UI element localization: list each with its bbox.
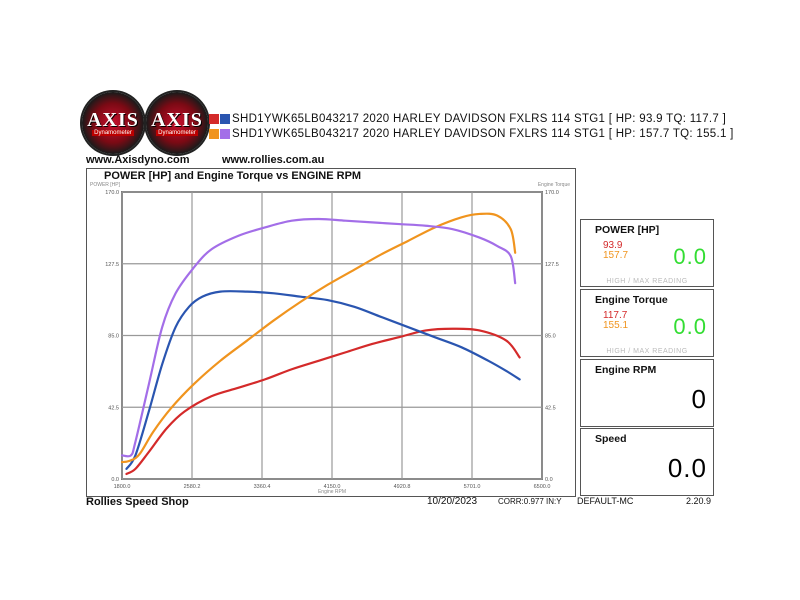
legend-swatch-power bbox=[209, 128, 219, 139]
rpm-panel: Engine RPM 0 bbox=[580, 359, 714, 427]
svg-text:42.5: 42.5 bbox=[108, 405, 119, 411]
software-version: 2.20.9 bbox=[686, 496, 712, 506]
svg-text:170.0: 170.0 bbox=[105, 190, 119, 196]
legend-swatch-power bbox=[209, 113, 219, 124]
run-legend: SHD1YWK65LB043217 2020 HARLEY DAVIDSON F… bbox=[209, 111, 734, 141]
svg-text:5701.0: 5701.0 bbox=[464, 484, 481, 490]
axis-logo: AXIS Dynamometer bbox=[82, 92, 144, 154]
svg-text:6500.0: 6500.0 bbox=[534, 484, 551, 490]
legend-label: SHD1YWK65LB043217 2020 HARLEY DAVIDSON F… bbox=[232, 112, 727, 125]
legend-swatch-torque bbox=[220, 113, 230, 124]
svg-text:127.5: 127.5 bbox=[545, 262, 559, 268]
svg-text:170.0: 170.0 bbox=[545, 190, 559, 196]
legend-swatch-torque bbox=[220, 128, 230, 139]
panel-title: Engine RPM bbox=[595, 364, 657, 376]
axis-logo: AXIS Dynamometer bbox=[146, 92, 208, 154]
run2-max-value: 157.7 bbox=[603, 250, 629, 261]
legend-row-run1: SHD1YWK65LB043217 2020 HARLEY DAVIDSON F… bbox=[209, 111, 734, 126]
legend-label: SHD1YWK65LB043217 2020 HARLEY DAVIDSON F… bbox=[232, 127, 734, 140]
svg-text:2580.2: 2580.2 bbox=[184, 484, 201, 490]
svg-text:4150.0: 4150.0 bbox=[324, 484, 341, 490]
correction-factor: CORR:0.977 IN:Y bbox=[498, 497, 562, 506]
logo-text: AXIS bbox=[151, 108, 203, 131]
current-value: 0.0 bbox=[673, 244, 707, 269]
current-value: 0.0 bbox=[673, 314, 707, 339]
legend-row-run2: SHD1YWK65LB043217 2020 HARLEY DAVIDSON F… bbox=[209, 126, 734, 141]
left-axis-label: POWER [HP] bbox=[90, 182, 121, 188]
logo-subtext: Dynamometer bbox=[156, 129, 198, 136]
rollies-url: www.rollies.com.au bbox=[222, 154, 325, 166]
axisdyno-url: www.Axisdyno.com bbox=[86, 154, 190, 166]
svg-text:3360.4: 3360.4 bbox=[254, 484, 271, 490]
chart-ticks: 1800.0 2580.2 3360.4 4150.0 4920.8 5701.0 6500… bbox=[105, 190, 559, 490]
svg-text:42.5: 42.5 bbox=[545, 405, 556, 411]
x-axis-label: Engine RPM bbox=[318, 489, 346, 495]
torque-panel: Engine Torque 117.7 155.1 0.0 HIGH / MAX… bbox=[580, 289, 714, 357]
current-value: 0 bbox=[691, 384, 707, 414]
panel-footer: HIGH / MAX READING bbox=[606, 278, 688, 285]
svg-text:85.0: 85.0 bbox=[108, 334, 119, 340]
panel-footer: HIGH / MAX READING bbox=[606, 348, 688, 355]
power-panel: POWER [HP] 93.9 157.7 0.0 HIGH / MAX REA… bbox=[580, 219, 714, 287]
svg-text:0.0: 0.0 bbox=[111, 477, 119, 483]
svg-text:1800.0: 1800.0 bbox=[114, 484, 131, 490]
run2-max-value: 155.1 bbox=[603, 320, 629, 331]
chart-frame bbox=[86, 168, 576, 497]
shop-name: Rollies Speed Shop bbox=[86, 496, 189, 508]
current-value: 0.0 bbox=[667, 453, 707, 483]
svg-text:127.5: 127.5 bbox=[105, 262, 119, 268]
run1-max-value: 93.9 bbox=[603, 240, 623, 251]
chart-curves bbox=[120, 212, 521, 476]
run-date: 10/20/2023 bbox=[427, 496, 478, 507]
chart-title: POWER [HP] and Engine Torque vs ENGINE R… bbox=[104, 170, 362, 182]
svg-text:4920.8: 4920.8 bbox=[394, 484, 411, 490]
run1-max-value: 117.7 bbox=[603, 310, 628, 321]
svg-text:85.0: 85.0 bbox=[545, 334, 556, 340]
panel-title: Speed bbox=[595, 433, 627, 445]
svg-text:0.0: 0.0 bbox=[545, 477, 553, 483]
panel-title: Engine Torque bbox=[595, 294, 668, 306]
dyno-profile: DEFAULT-MC bbox=[577, 496, 634, 506]
logo-subtext: Dynamometer bbox=[92, 129, 134, 136]
panel-title: POWER [HP] bbox=[595, 224, 660, 236]
chart-grid bbox=[121, 191, 543, 480]
logo-text: AXIS bbox=[87, 108, 139, 131]
right-axis-label: Engine Torque bbox=[538, 182, 570, 188]
speed-panel: Speed 0.0 bbox=[580, 428, 714, 496]
